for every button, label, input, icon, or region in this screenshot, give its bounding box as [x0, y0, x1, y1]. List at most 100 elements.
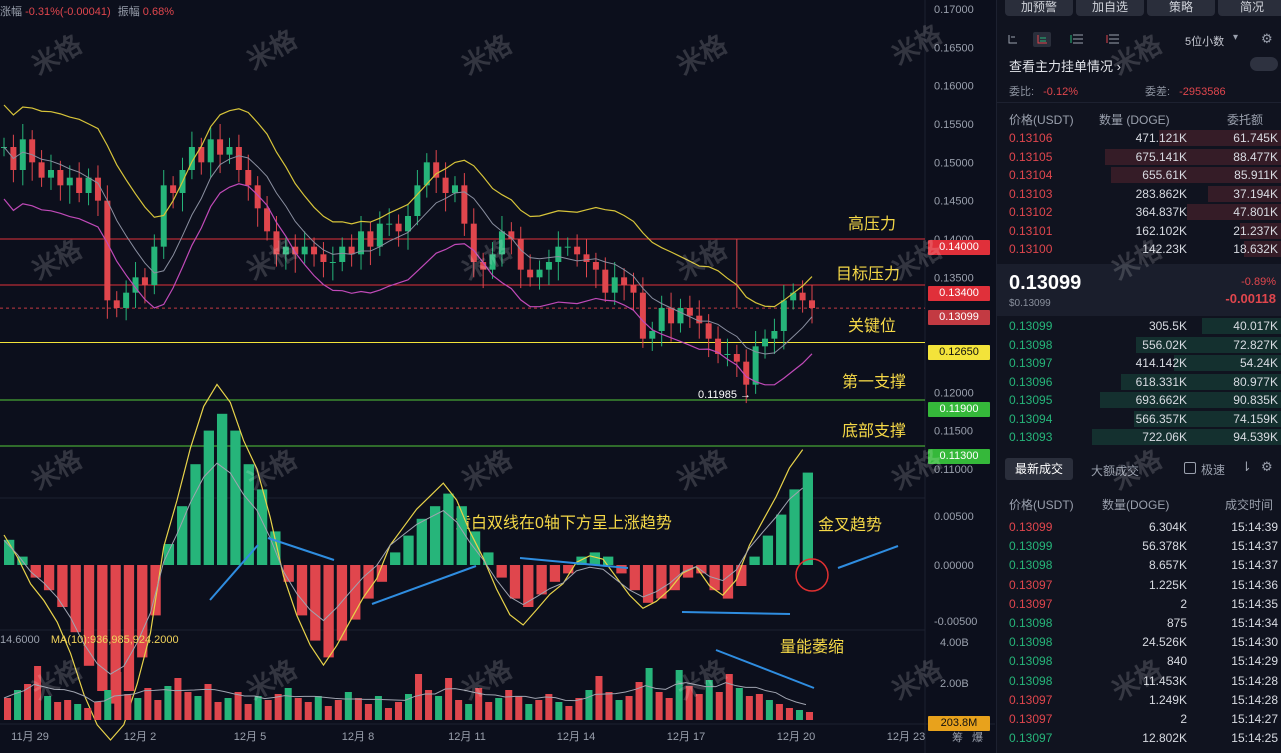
bid-row[interactable]: 0.13096 618.331K 80.977K [997, 373, 1281, 391]
volume-bar [425, 690, 433, 720]
candle-body [226, 147, 233, 155]
macd-bar [789, 489, 800, 565]
trade-row: 0.13097 1.225K 15:14:36 [997, 576, 1281, 594]
macd-bar [43, 565, 55, 591]
decimal-select[interactable]: 5位小数 [1185, 36, 1225, 48]
diff-info: 委差: -2953586 [1145, 83, 1226, 99]
trade-qty: 11.453K [1143, 673, 1187, 688]
trade-price: 0.13097 [1009, 731, 1053, 746]
tab-latest-trades[interactable]: 最新成交 [1005, 458, 1073, 480]
speed-label: 极速 [1201, 463, 1226, 477]
x-tick-label: 12月 20 [777, 731, 816, 743]
speed-checkbox[interactable] [1184, 462, 1196, 474]
book-price: 0.13093 [1009, 430, 1053, 444]
candle-body [536, 269, 543, 278]
macd-bar [150, 565, 161, 616]
trade-header-qty[interactable]: 数量(DOGE) [1102, 498, 1170, 512]
book-amt: 88.477K [1233, 149, 1278, 164]
settings-icon[interactable]: ⚙ [1261, 31, 1273, 46]
overview-button[interactable]: 简况 [1218, 0, 1281, 16]
book-qty: 305.5K [1148, 319, 1187, 333]
candle-body [245, 170, 252, 186]
book-header-qty[interactable]: 数量 (DOGE) [1099, 113, 1170, 127]
candle-body [47, 170, 54, 178]
volume-bar [465, 704, 473, 720]
bids-view-icon[interactable] [1106, 34, 1119, 44]
candle-body [170, 185, 177, 193]
bid-row[interactable]: 0.13094 566.357K 74.159K [997, 410, 1281, 428]
ask-row[interactable]: 0.13101 162.102K 21.237K [997, 222, 1281, 240]
add-favorite-button[interactable]: 加自选 [1076, 0, 1144, 16]
price-tick-label: 0.16000 [934, 81, 974, 93]
strategy-button[interactable]: 策略 [1147, 0, 1215, 16]
volume-bar [364, 704, 372, 720]
trade-qty: 12.802K [1142, 731, 1187, 746]
book-amt: 61.745K [1233, 131, 1278, 145]
ask-row[interactable]: 0.13104 655.61K 85.911K [997, 166, 1281, 184]
macd-bar [403, 535, 414, 565]
macd-bar [283, 565, 294, 582]
trade-time: 15:14:36 [1231, 577, 1278, 592]
chart-area[interactable]: 0.17000 0.16500 0.16000 0.15500 0.15000 0.145… [0, 0, 995, 753]
volume-bar [745, 696, 753, 720]
price-tick-label: 0.13500 [934, 272, 974, 284]
price-tag: 0.14000 [928, 240, 990, 255]
candle-body [132, 277, 139, 293]
macd-bar [376, 565, 388, 582]
candle-body [76, 177, 83, 193]
volume-bar [54, 702, 62, 720]
ask-row[interactable]: 0.13102 364.837K 47.801K [997, 203, 1281, 221]
book-price: 0.13100 [1009, 242, 1053, 256]
macd-bar [216, 413, 228, 565]
bid-row[interactable]: 0.13098 556.02K 72.827K [997, 336, 1281, 354]
settings-icon[interactable]: ⚙ [1261, 459, 1273, 474]
asks-view-icon[interactable] [1070, 34, 1083, 44]
candle-body [38, 162, 45, 178]
annotation-volume-shrink: 量能萎缩 [780, 638, 844, 656]
chevron-down-icon[interactable]: ▾ [1233, 32, 1239, 43]
filter-icon[interactable]: ⇂ [1241, 459, 1252, 474]
add-alert-button[interactable]: 加预警 [1005, 0, 1073, 16]
ask-row[interactable]: 0.13106 471.121K 61.745K [997, 129, 1281, 147]
trade-row: 0.13098 875 15:14:34 [997, 614, 1281, 632]
candle-body [686, 308, 693, 316]
ask-row[interactable]: 0.13105 675.141K 88.477K [997, 148, 1281, 166]
main-orders-link[interactable]: 查看主力挂单情况 › [1009, 56, 1121, 75]
ask-row[interactable]: 0.13103 283.862K 37.194K [997, 185, 1281, 203]
candle-body [85, 177, 92, 193]
candle-body [376, 223, 383, 247]
candle-body [461, 185, 468, 224]
bid-row[interactable]: 0.13099 305.5K 40.017K [997, 317, 1281, 335]
volume-bar [294, 698, 302, 720]
price-change-info: 涨幅 -0.31%(-0.00041) 振幅 0.68% [0, 3, 174, 19]
main-orders-toggle[interactable] [1250, 57, 1278, 71]
both-view-icon[interactable] [1008, 35, 1017, 44]
volume-bar [164, 686, 172, 720]
candle-body [264, 208, 271, 232]
macd-bar [296, 565, 308, 616]
bid-row[interactable]: 0.13093 722.06K 94.539K [997, 428, 1281, 446]
candle-body [630, 285, 637, 293]
ask-row[interactable]: 0.13100 142.23K 18.632K [997, 240, 1281, 258]
volume-bar [555, 702, 563, 720]
volume-bar [34, 666, 42, 720]
candle-body [66, 177, 73, 186]
book-header-amount[interactable]: 委托额 [1227, 113, 1264, 127]
candle-body [649, 331, 656, 339]
volume-bar [4, 698, 12, 720]
price-tag: 0.12650 [928, 345, 990, 360]
tab-large-trades[interactable]: 大额成交 [1091, 464, 1140, 478]
macd-tick-label: 0.00000 [934, 560, 974, 572]
trend-arrow [519, 557, 629, 569]
candle-body [583, 254, 590, 262]
candlestick-chart[interactable]: 0.17000 0.16500 0.16000 0.15500 0.15000 0.145… [0, 0, 995, 753]
trend-arrow [209, 544, 259, 601]
bid-row[interactable]: 0.13097 414.142K 54.24K [997, 354, 1281, 372]
bids-asks-view-icon[interactable] [1033, 32, 1051, 47]
macd-bar [469, 531, 481, 565]
bid-row[interactable]: 0.13095 693.662K 90.835K [997, 391, 1281, 409]
macd-bar [97, 565, 108, 691]
trade-row: 0.13097 1.249K 15:14:28 [997, 691, 1281, 709]
macd-bar [416, 518, 427, 565]
book-amt: 18.632K [1233, 242, 1278, 256]
